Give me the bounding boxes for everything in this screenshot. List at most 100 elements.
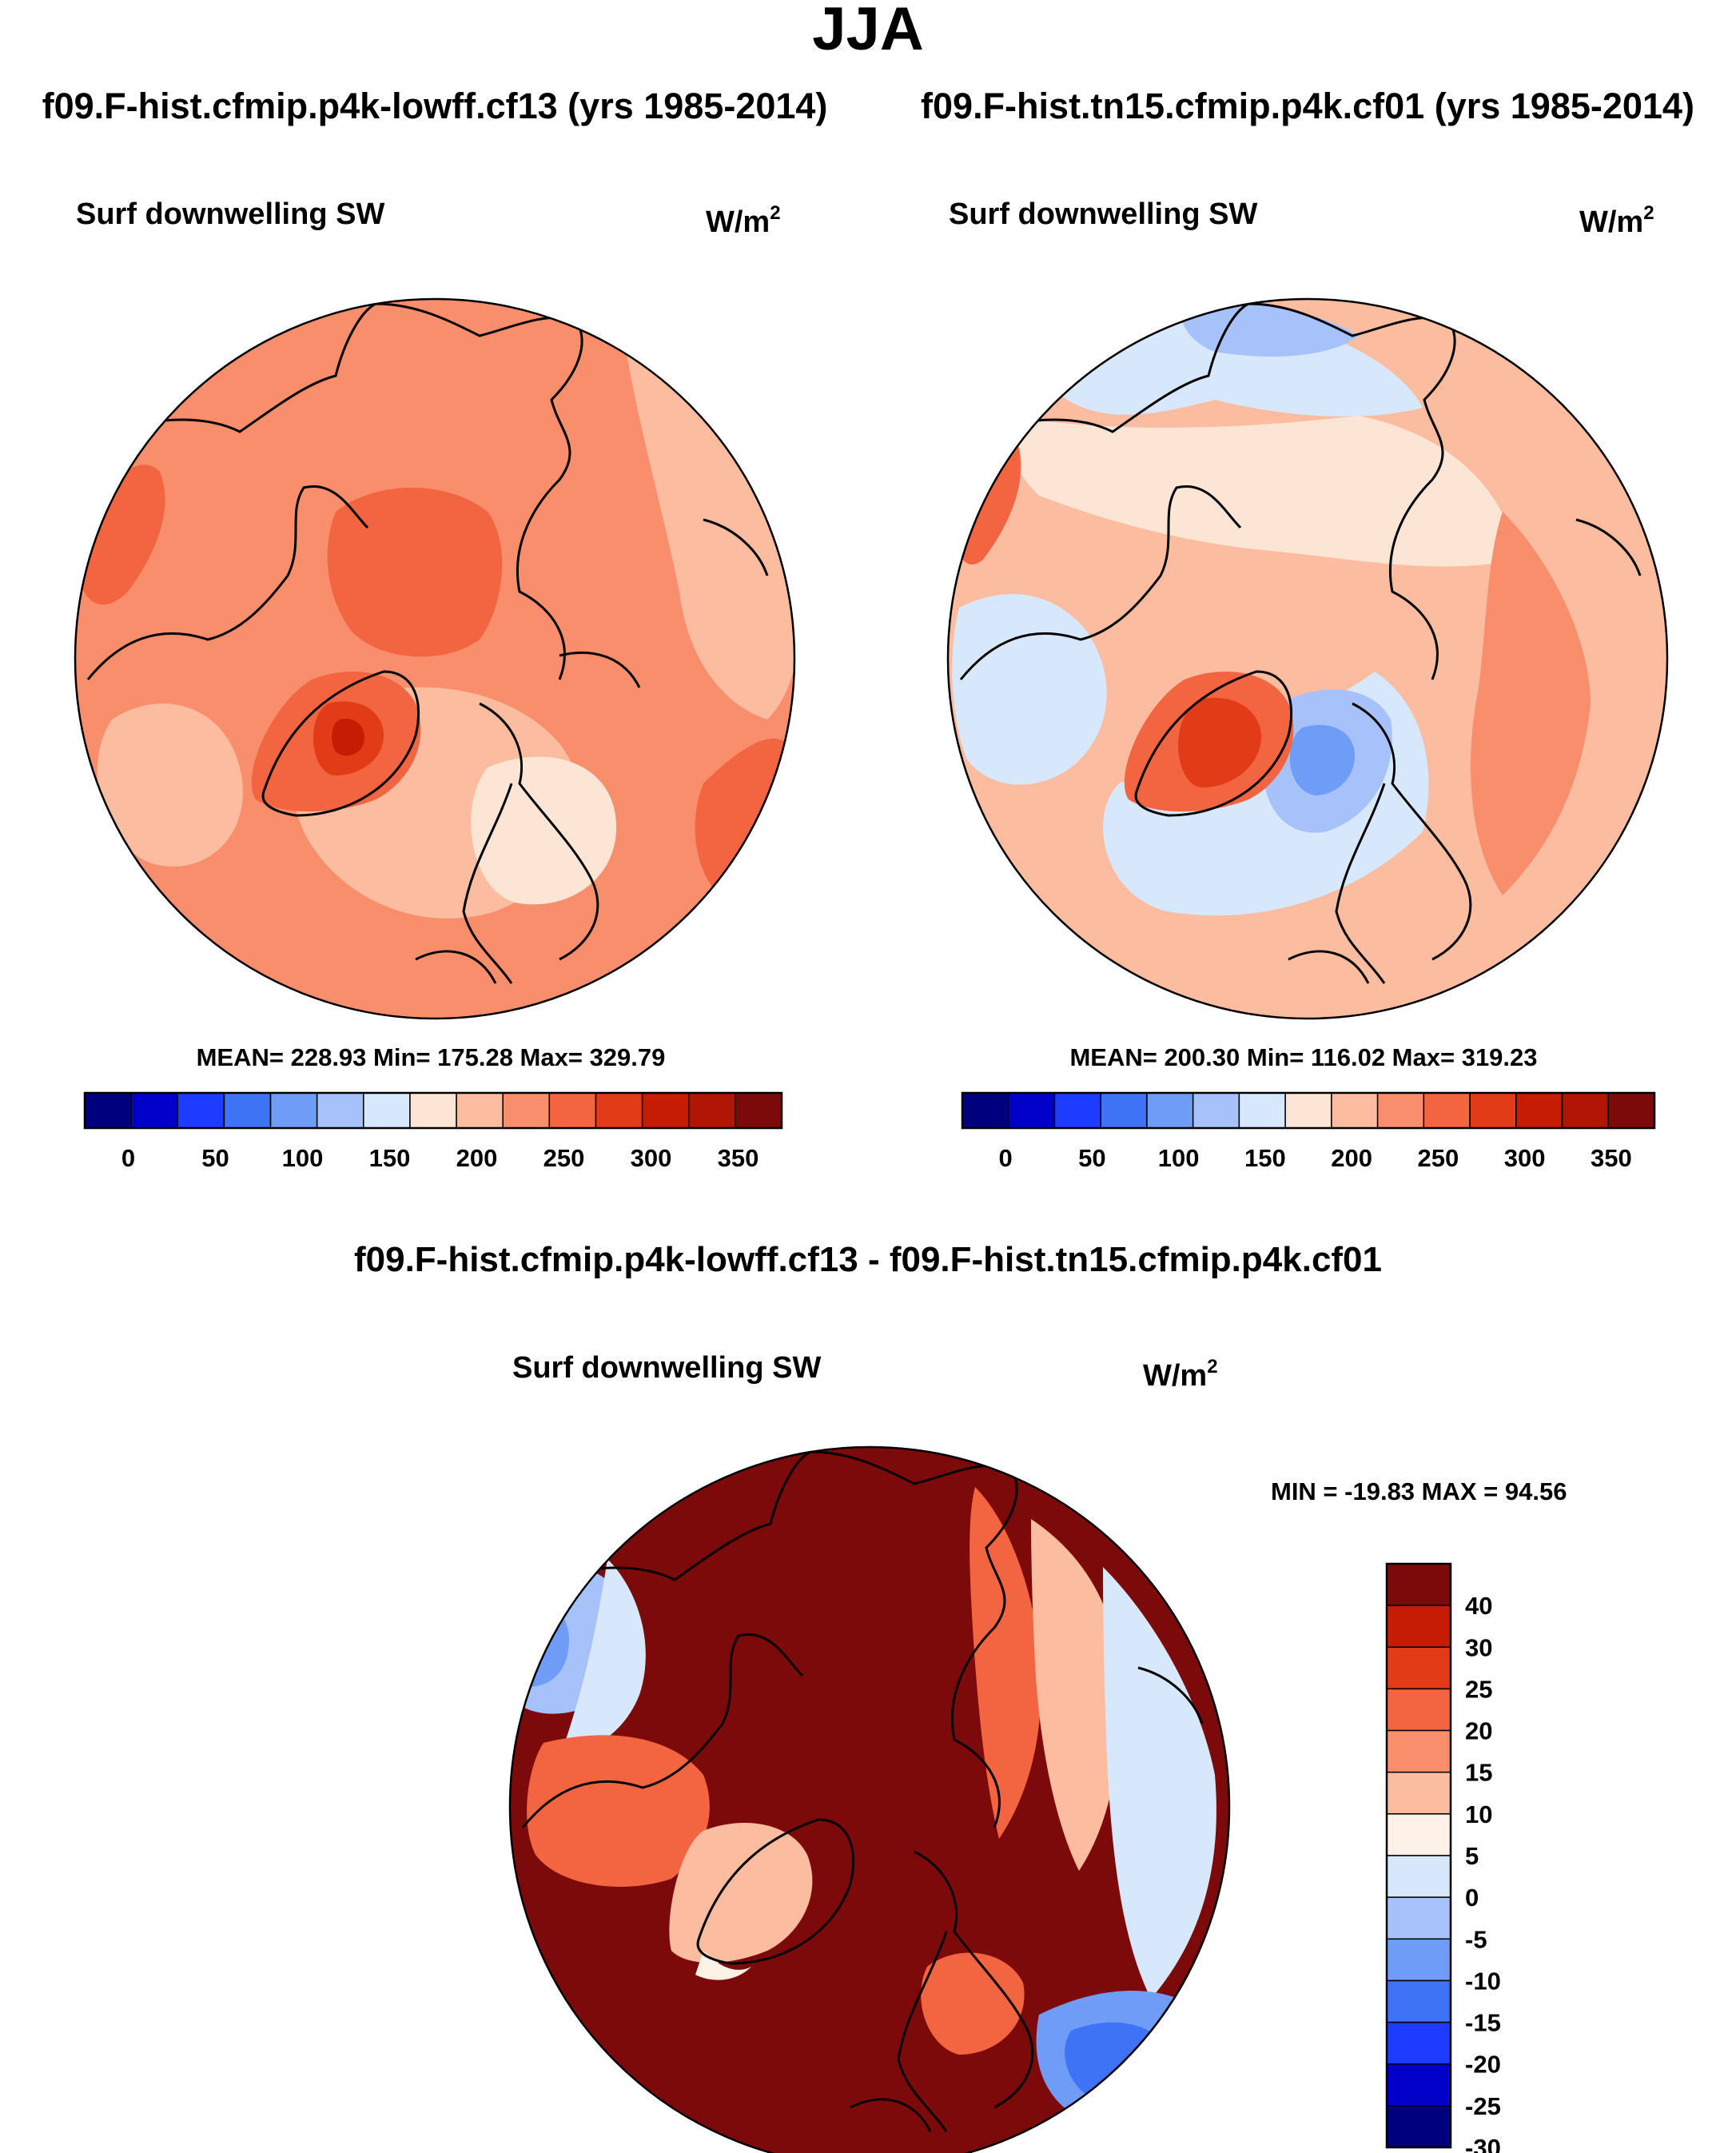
left-stats: MEAN= 228.93 Min= 175.28 Max= 329.79 — [197, 1043, 666, 1071]
colorbar-tick-label: 300 — [1504, 1144, 1546, 1172]
colorbar-swatch — [1386, 1896, 1451, 1940]
colorbar-tick-label: -10 — [1465, 1967, 1501, 1995]
colorbar-swatch — [456, 1092, 504, 1129]
colorbar-tick-label: 150 — [1244, 1144, 1286, 1172]
colorbar-tick-label: 200 — [1331, 1144, 1372, 1172]
colorbar-swatch — [1386, 1729, 1451, 1773]
diff-map — [510, 1447, 1229, 2153]
colorbar-swatch — [1423, 1092, 1471, 1129]
left-map-region-arctic-high — [327, 488, 503, 657]
left-map — [75, 299, 794, 1019]
colorbar-frame — [83, 1091, 783, 1130]
right-panel: Surf downwelling SW W/m2 — [946, 197, 1669, 1172]
diff-map-region-orange-east — [970, 1487, 1041, 1839]
colorbar-tick-label: 5 — [1465, 1842, 1479, 1870]
colorbar-swatch — [363, 1092, 411, 1129]
left-colorbar: 0 50 100 150 200 250 300 350 — [83, 1091, 783, 1172]
right-units-label: W/m2 — [1579, 202, 1654, 239]
colorbar-swatch — [1146, 1092, 1194, 1129]
figure-title: JJA — [812, 0, 923, 63]
colorbar-swatch — [1515, 1092, 1563, 1129]
colorbar-swatch — [1386, 1855, 1451, 1898]
diff-map-region-light-east — [1103, 1567, 1216, 1999]
colorbar-swatch — [1386, 2021, 1451, 2065]
colorbar-swatch — [1238, 1092, 1286, 1129]
right-colorbar: 0 50 100 150 200 250 300 350 — [961, 1091, 1656, 1172]
colorbar-swatch — [735, 1092, 782, 1129]
colorbar-swatch — [1386, 1938, 1451, 1982]
colorbar-swatch — [269, 1092, 318, 1129]
diff-map-region-light-west — [559, 1559, 646, 1759]
colorbar-swatch — [1386, 2063, 1451, 2107]
right-map-region-east-high — [1471, 512, 1591, 895]
left-map-region-west-high — [76, 464, 165, 605]
colorbar-swatch — [1192, 1092, 1240, 1129]
colorbar-tick-label: 250 — [543, 1144, 585, 1172]
colorbar-swatch — [1007, 1092, 1056, 1129]
right-case-title: f09.F-hist.tn15.cfmip.p4k.cf01 (yrs 1985… — [921, 86, 1694, 126]
colorbar-swatch — [502, 1092, 551, 1129]
colorbar-swatch — [409, 1092, 457, 1129]
left-map-region-pale-ocean — [97, 704, 243, 867]
colorbar-tick-label: 40 — [1465, 1592, 1492, 1620]
colorbar-swatch — [1284, 1092, 1332, 1129]
diff-panel: f09.F-hist.cfmip.p4k-lowff.cf13 - f09.F-… — [354, 1240, 1567, 2153]
colorbar-tick-label: 0 — [999, 1144, 1013, 1172]
colorbar-swatch — [1386, 2105, 1451, 2148]
diff-map-border — [508, 1445, 1231, 2153]
left-variable-label: Surf downwelling SW — [76, 197, 384, 231]
colorbar-swatch — [1386, 1771, 1451, 1815]
colorbar-frame — [961, 1091, 1656, 1130]
diff-minmax: MIN = -19.83 MAX = 94.56 — [1271, 1477, 1567, 1505]
colorbar-tick-label: -20 — [1465, 2051, 1501, 2079]
diff-map-region-orange-west — [527, 1735, 710, 1887]
left-units-label: W/m2 — [706, 202, 781, 239]
left-map-region-se-high — [695, 738, 794, 895]
left-map-border — [74, 297, 796, 1020]
colorbar-tick-label: 0 — [1465, 1884, 1479, 1912]
colorbar-swatch — [1100, 1092, 1148, 1129]
diff-map-region-pale-east — [1031, 1519, 1121, 1871]
colorbar-swatch — [1386, 1605, 1451, 1649]
colorbar-tick-label: 10 — [1465, 1800, 1492, 1828]
diff-units-label: W/m2 — [1143, 1356, 1218, 1393]
colorbar-tick-label: 200 — [456, 1144, 498, 1172]
right-map-region-greenland-core — [1178, 697, 1262, 787]
right-map-region-light-west — [952, 594, 1107, 785]
colorbar-swatch — [1386, 1813, 1451, 1856]
colorbar-swatch — [1376, 1092, 1425, 1129]
colorbar-swatch — [1386, 1980, 1451, 2023]
left-coastlines — [86, 302, 769, 984]
colorbar-swatch — [1469, 1092, 1517, 1129]
colorbar-tick-label: 50 — [201, 1144, 229, 1172]
colorbar-swatch — [1386, 1688, 1451, 1732]
colorbar-tick-label: 100 — [282, 1144, 324, 1172]
diff-case-title: f09.F-hist.cfmip.p4k-lowff.cf13 - f09.F-… — [354, 1240, 1382, 1279]
colorbar-swatch — [1386, 1563, 1451, 1606]
right-variable-label: Surf downwelling SW — [949, 197, 1257, 231]
colorbar-frame — [1385, 1562, 1452, 2149]
colorbar-tick-label: 100 — [1158, 1144, 1200, 1172]
colorbar-swatch — [641, 1092, 690, 1129]
colorbar-tick-label: 300 — [631, 1144, 672, 1172]
right-stats: MEAN= 200.30 Min= 116.02 Max= 319.23 — [1069, 1043, 1537, 1071]
colorbar-swatch — [1561, 1092, 1610, 1129]
diff-map-region-orange-southeast — [921, 1952, 1025, 2055]
colorbar-swatch — [223, 1092, 272, 1129]
colorbar-tick-label: 250 — [1418, 1144, 1459, 1172]
colorbar-tick-label: 20 — [1465, 1717, 1492, 1745]
right-map — [948, 299, 1667, 1019]
left-map-region-greenland-peak — [332, 719, 364, 756]
colorbar-swatch — [1607, 1092, 1655, 1129]
colorbar-tick-label: -25 — [1465, 2092, 1501, 2120]
colorbar-swatch — [548, 1092, 597, 1129]
diff-coastlines — [521, 1450, 1204, 2132]
right-map-region-cream-band — [1006, 416, 1519, 567]
colorbar-tick-label: 350 — [1591, 1144, 1632, 1172]
colorbar-tick-label: 0 — [121, 1144, 135, 1172]
right-map-border — [946, 297, 1669, 1020]
left-panel: Surf downwelling SW W/m2 — [74, 197, 796, 1172]
colorbar-tick-label: -5 — [1465, 1925, 1487, 1953]
